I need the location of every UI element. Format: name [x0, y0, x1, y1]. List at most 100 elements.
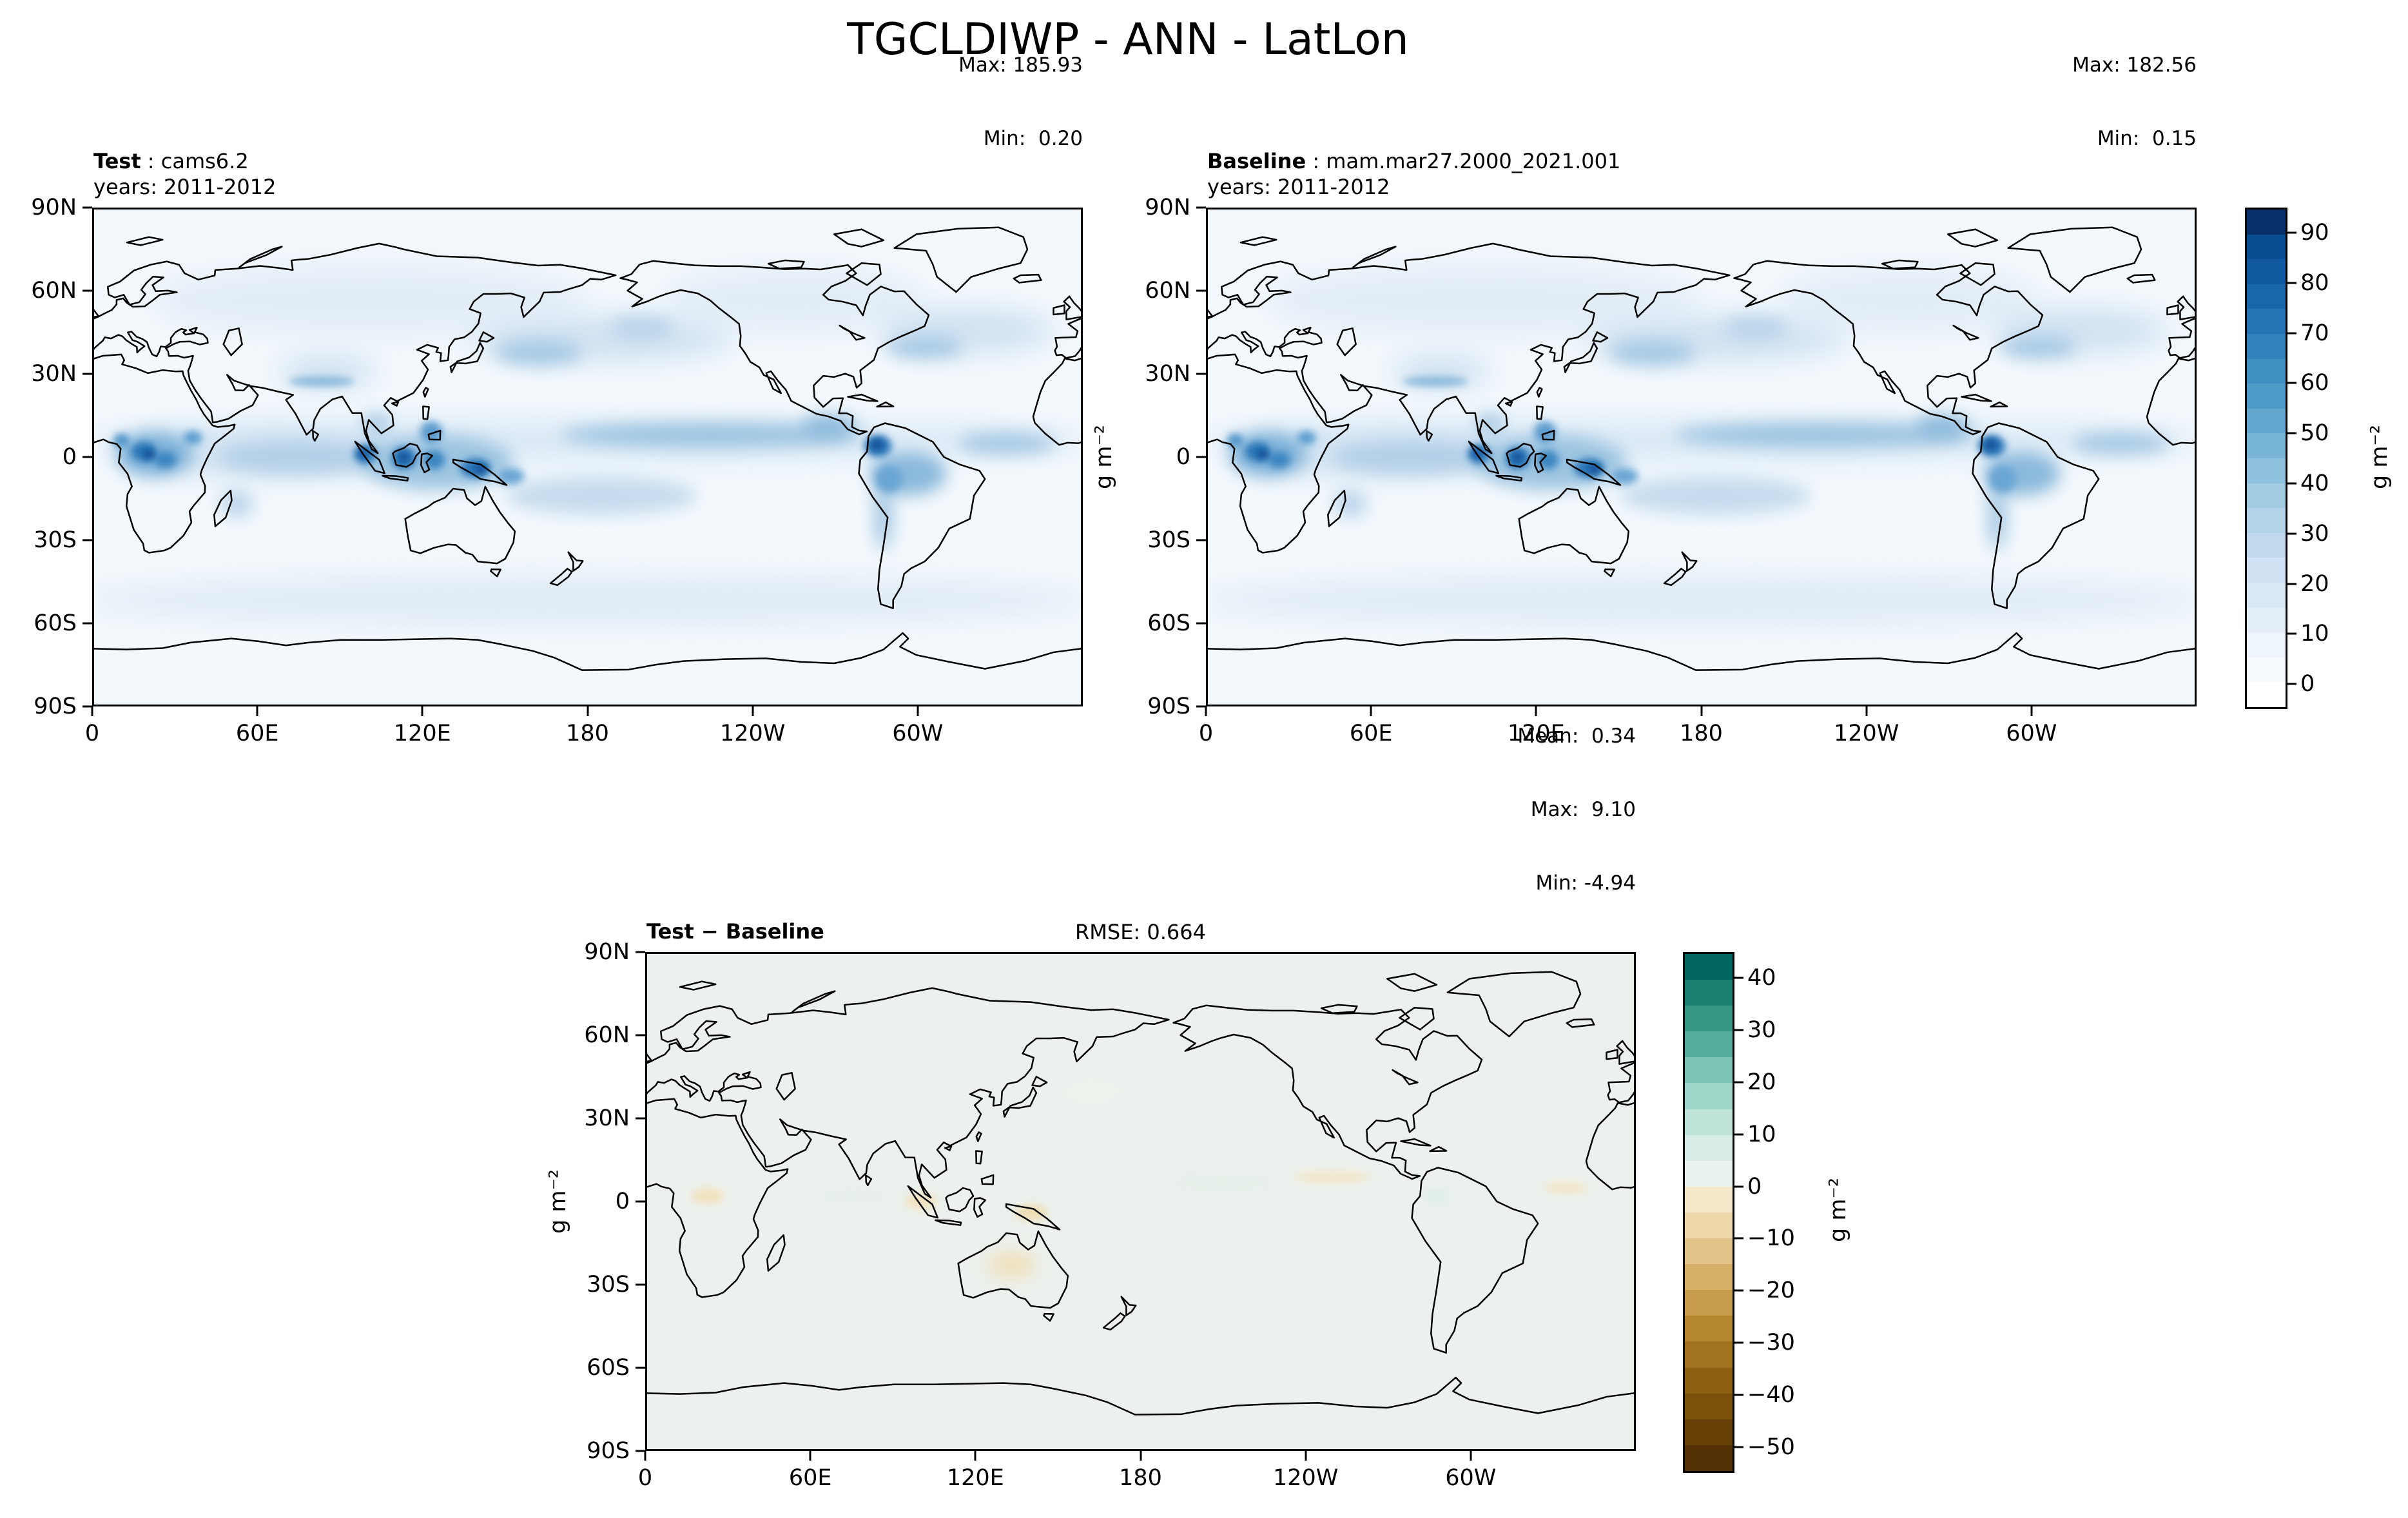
diff-rmse: RMSE: 0.664	[1075, 920, 1206, 944]
coastline	[1208, 297, 1212, 320]
lat-tick	[1196, 622, 1206, 625]
map-layers	[94, 209, 1081, 705]
test-stat-min: Min: 0.20	[983, 127, 1083, 150]
lon-tick	[1140, 1451, 1141, 1461]
colorbar-tick-label: −40	[1747, 1381, 1795, 1408]
field-data-blob	[1268, 451, 1290, 469]
lat-tick-label: 60S	[1147, 610, 1190, 636]
colorbar-tick	[1734, 1341, 1743, 1344]
colorbar-tick-label: 20	[1747, 1069, 1776, 1095]
coastline	[647, 988, 1169, 1198]
coastline	[568, 552, 583, 571]
lat-tick	[83, 456, 92, 458]
map-background	[647, 954, 1634, 1449]
lon-tick	[917, 706, 919, 716]
colorbar-tick	[2287, 532, 2296, 535]
field-data-blob	[183, 431, 202, 445]
field-data-blob	[494, 340, 582, 365]
field-data-blob	[1611, 468, 1638, 485]
colorbar-tick-label: 0	[2300, 671, 2315, 697]
lon-tick-label: 60W	[892, 721, 944, 746]
colorbar-segment	[2247, 607, 2286, 633]
lon-tick	[421, 706, 423, 716]
coastline	[1448, 972, 1580, 1036]
field-data-blob	[154, 451, 177, 469]
field-data-blob	[886, 336, 964, 358]
coastline	[1991, 402, 2008, 407]
coastline	[1430, 1147, 1447, 1151]
coastline	[866, 1175, 871, 1185]
lon-tick	[974, 1451, 976, 1461]
diff-stat-mean: Mean: 0.34	[1517, 725, 1636, 748]
field-data-blob	[288, 376, 355, 387]
coastline	[946, 1188, 974, 1211]
lat-tick-label: 30N	[31, 360, 77, 387]
coastline	[777, 1073, 795, 1100]
lat-tick-label: 90N	[584, 939, 630, 965]
lat-tick	[1196, 705, 1206, 708]
colorbar-tick-label: 10	[1747, 1121, 1776, 1147]
panel-test-stats: Mean: 11.53 Max: 185.93 Min: 0.20	[958, 0, 1083, 200]
lon-tick-label: 180	[1680, 721, 1723, 746]
lat-tick-label: 90N	[31, 195, 77, 220]
colorbar-segment	[1685, 1316, 1733, 1342]
coastline	[1593, 332, 1608, 342]
coastline	[1535, 453, 1546, 472]
colorbar-tick-label: 40	[2300, 470, 2329, 496]
field-data-blob	[2071, 432, 2170, 454]
coastline	[480, 332, 494, 342]
coastline	[1617, 1041, 1634, 1064]
coastline	[1064, 297, 1081, 320]
coastline	[94, 297, 99, 320]
lat-tick	[83, 622, 92, 625]
colorbar-segment	[1685, 1367, 1733, 1394]
colorbar-segment	[2247, 508, 2286, 533]
field-data-blob	[661, 267, 925, 333]
field-data-blob	[559, 422, 862, 448]
coastline	[2008, 228, 2141, 292]
lon-tick	[1535, 706, 1537, 716]
field-data-blob	[1297, 431, 1316, 445]
coastline	[1337, 328, 1356, 355]
baseline-stat-mean: Mean: 11.20	[2072, 0, 2197, 4]
lat-tick	[1196, 289, 1206, 292]
world-map-difference	[647, 954, 1634, 1449]
lon-tick-label: 0	[1198, 721, 1214, 746]
coastline	[1044, 1314, 1053, 1321]
lon-tick-label: 180	[566, 721, 609, 746]
coastline	[2178, 297, 2195, 320]
colorbar-segment	[2247, 558, 2286, 583]
lon-tick	[1305, 1451, 1307, 1461]
coastline	[1033, 355, 1081, 553]
coastline	[392, 402, 398, 405]
lat-tick-label: 90S	[1147, 694, 1190, 719]
field-data-blob	[1476, 413, 1504, 435]
lat-tick	[1196, 206, 1206, 209]
coastline	[1006, 1204, 1060, 1230]
field-data-blob	[875, 465, 903, 493]
colorbar-segment	[2247, 483, 2286, 509]
colorbar-tick	[1734, 1133, 1743, 1136]
lon-tick-label: 60E	[235, 721, 279, 746]
field-data-blob	[1618, 476, 1811, 515]
coastline	[1053, 305, 1064, 315]
colorbar-segment	[2247, 458, 2286, 483]
coastline	[767, 1235, 784, 1270]
coastline	[1412, 1168, 1539, 1353]
colorbar-tick-label: 60	[2300, 370, 2329, 396]
coastline	[840, 326, 865, 340]
field-data-blob	[1168, 1174, 1278, 1191]
field-data-blob	[142, 449, 155, 460]
coastline	[877, 402, 894, 407]
colorbar-segment	[1685, 1238, 1733, 1265]
coastline	[1496, 476, 1522, 481]
coastline	[1014, 275, 1042, 282]
colorbar-tick-label: 30	[2300, 520, 2329, 547]
colorbar-tick	[1734, 977, 1743, 979]
coastline	[239, 247, 282, 268]
colorbar-segment	[2247, 532, 2286, 558]
test-stat-max: Max: 185.93	[958, 54, 1083, 77]
field-data-blob	[2000, 336, 2077, 358]
lat-tick	[83, 206, 92, 209]
colorbar-tick	[1734, 1394, 1743, 1396]
